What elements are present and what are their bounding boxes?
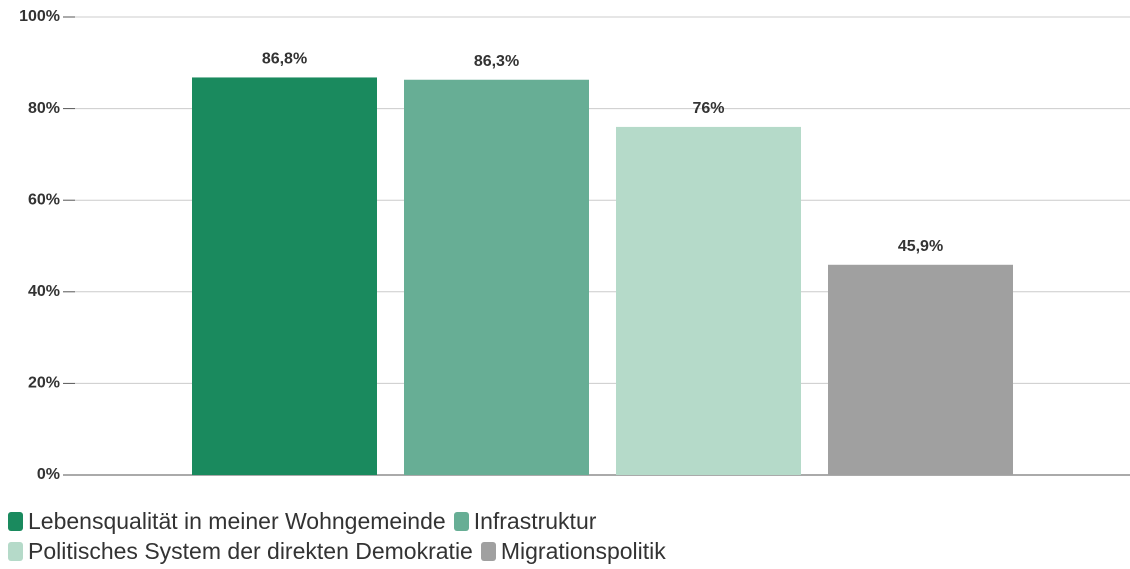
y-tick-label: 80% bbox=[28, 100, 60, 117]
legend-swatch bbox=[480, 541, 496, 561]
legend-item: Politisches System der direkten Demokrat… bbox=[8, 536, 473, 566]
legend: Lebensqualität in meiner Wohngemeinde Inf… bbox=[8, 506, 788, 566]
data-label: 45,9% bbox=[898, 238, 943, 255]
chart: 0% 20% 40% 60% 80% 100% 86,8% 86,3% 76% 45,9% bbox=[19, 8, 1130, 483]
legend-label: Lebensqualität in meiner Wohngemeinde bbox=[28, 508, 446, 534]
legend-item: Migrationspolitik bbox=[480, 536, 666, 566]
y-tick-label: 100% bbox=[19, 8, 60, 25]
legend-swatch bbox=[453, 511, 469, 531]
bar bbox=[616, 126, 801, 476]
bar bbox=[828, 264, 1013, 475]
legend-label: Migrationspolitik bbox=[500, 538, 666, 564]
data-label: 86,3% bbox=[474, 53, 519, 70]
y-tick-label: 0% bbox=[37, 466, 60, 483]
legend-swatch bbox=[8, 541, 23, 561]
y-tick-label: 60% bbox=[28, 191, 60, 208]
data-label: 76% bbox=[692, 100, 724, 117]
data-label: 86,8% bbox=[262, 51, 307, 68]
y-tick-label: 40% bbox=[28, 283, 60, 300]
bar bbox=[404, 79, 589, 475]
legend-swatch bbox=[8, 511, 23, 531]
legend-label: Infrastruktur bbox=[473, 508, 597, 534]
legend-label: Politisches System der direkten Demokrat… bbox=[28, 538, 473, 564]
bar bbox=[192, 77, 377, 476]
legend-item: Lebensqualität in meiner Wohngemeinde bbox=[8, 506, 446, 536]
y-tick-label: 20% bbox=[28, 375, 60, 392]
legend-item: Infrastruktur bbox=[453, 506, 597, 536]
